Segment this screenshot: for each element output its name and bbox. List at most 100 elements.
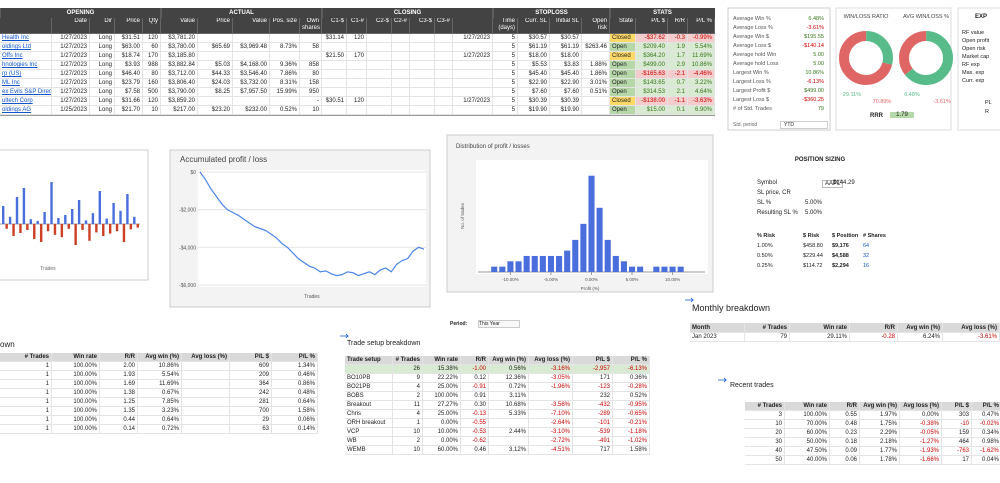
- cell: 2: [393, 437, 423, 446]
- header-cell: Trade setup: [345, 356, 393, 365]
- cell: [345, 365, 393, 374]
- cell: -3.10%: [529, 428, 573, 437]
- cell: 1: [393, 419, 423, 428]
- cell: [347, 61, 367, 70]
- cell: 0.67%: [138, 389, 182, 398]
- cell: -123: [573, 383, 613, 392]
- cell: [347, 88, 367, 97]
- header-cell: P/L %: [272, 353, 318, 362]
- cell: 0.56%: [489, 365, 529, 374]
- stat-label: # of Std. Trades: [733, 106, 772, 112]
- cell: [367, 88, 392, 97]
- cell: 4: [393, 383, 423, 392]
- cell: $23.79: [115, 79, 143, 88]
- cell: -0.91: [461, 383, 489, 392]
- cell: 26: [393, 365, 423, 374]
- ps-header: # Shares: [863, 233, 886, 239]
- cell: 0.34%: [972, 429, 1000, 438]
- cell: 2.1: [668, 88, 688, 97]
- section-title: own: [0, 340, 15, 349]
- cell: 159: [942, 429, 972, 438]
- cell: 0.52%: [613, 392, 650, 401]
- cell: $8.25: [198, 88, 233, 97]
- cell: 0.52%: [270, 106, 300, 115]
- cell: $3,806.40: [161, 79, 198, 88]
- cell: $3.93: [115, 61, 143, 70]
- ps-field: $144.29: [833, 180, 855, 186]
- cell: $143.65: [636, 79, 668, 88]
- cell: 0.98%: [972, 438, 1000, 447]
- cell: 0.04%: [972, 456, 1000, 465]
- stat-value: 6.48%: [808, 16, 824, 22]
- cell: ultech Corp: [0, 97, 52, 106]
- stat-value: 79: [817, 106, 824, 112]
- donut-slice: [899, 31, 953, 85]
- cell: $22.90: [550, 79, 582, 88]
- ps-cell: 0.25%: [757, 263, 773, 269]
- cell: 15.99%: [270, 88, 300, 97]
- cell: 0.48%: [272, 389, 318, 398]
- bar: [136, 224, 139, 228]
- cell: ORH breakout: [345, 419, 393, 428]
- cell: -2.72%: [529, 437, 573, 446]
- cell: $217.00: [161, 106, 198, 115]
- cell: -289: [573, 410, 613, 419]
- cell: 0.00%: [423, 437, 461, 446]
- section-title: Trade setup breakdown: [347, 340, 421, 347]
- bar: [33, 224, 36, 239]
- cell: 0.44: [100, 416, 138, 425]
- ps-field: 5.00%: [805, 200, 823, 206]
- cell: [435, 79, 453, 88]
- header-cell: P/L $: [230, 353, 272, 362]
- cell: -2.64%: [529, 419, 573, 428]
- cell: $499.00: [636, 61, 668, 70]
- cell: -10: [942, 420, 972, 429]
- cell: 0.46: [461, 446, 489, 455]
- cell: 0.06%: [272, 416, 318, 425]
- cell: 1.34%: [272, 362, 318, 371]
- bar: [604, 239, 611, 272]
- cell: 2.9: [668, 61, 688, 70]
- cell: [182, 362, 230, 371]
- cell: 170: [143, 52, 161, 61]
- cell: -1.27%: [900, 438, 942, 447]
- x-tick-label: -5.00%: [544, 277, 558, 282]
- cell: 0.55: [830, 411, 860, 420]
- cell: 11: [393, 401, 423, 410]
- stat-label: Average Loss %: [733, 25, 773, 31]
- header-cell: P/L $: [942, 402, 972, 411]
- cell: -0.55: [461, 419, 489, 428]
- cell: 2.29%: [860, 429, 900, 438]
- cell: [529, 392, 573, 401]
- cell: [392, 34, 410, 43]
- cell: 1: [0, 425, 52, 434]
- stat-label: Largest Win %: [733, 70, 769, 76]
- cell: $7.60: [550, 88, 582, 97]
- cell: 464: [942, 438, 972, 447]
- x-tick-label: -10.00%: [502, 277, 519, 282]
- cell: $3,859.20: [161, 97, 198, 106]
- line: [199, 171, 425, 277]
- cell: oldings Ltd: [0, 43, 52, 52]
- cell: [367, 61, 392, 70]
- ps-title: POSITION SIZING: [794, 157, 846, 163]
- bar: [36, 221, 39, 224]
- cell: 40.00%: [785, 456, 830, 465]
- section-title: Monthly breakdown: [692, 303, 771, 313]
- cell: $3,712.00: [161, 70, 198, 79]
- cell: 100.00%: [423, 392, 461, 401]
- cell: -101: [573, 419, 613, 428]
- cell: 858: [300, 61, 322, 70]
- period-label: Std. period: [733, 122, 758, 128]
- cell: 1: [0, 416, 52, 425]
- cell: [410, 79, 435, 88]
- bar: [653, 266, 660, 272]
- cell: [392, 79, 410, 88]
- header-cell: Avg win (%): [860, 402, 900, 411]
- bar: [12, 224, 15, 236]
- bar: [133, 216, 136, 224]
- ps-cell: 32: [863, 253, 870, 259]
- header-cell: Curr. SL: [518, 18, 550, 34]
- cell: 609: [230, 362, 272, 371]
- cell: [392, 97, 410, 106]
